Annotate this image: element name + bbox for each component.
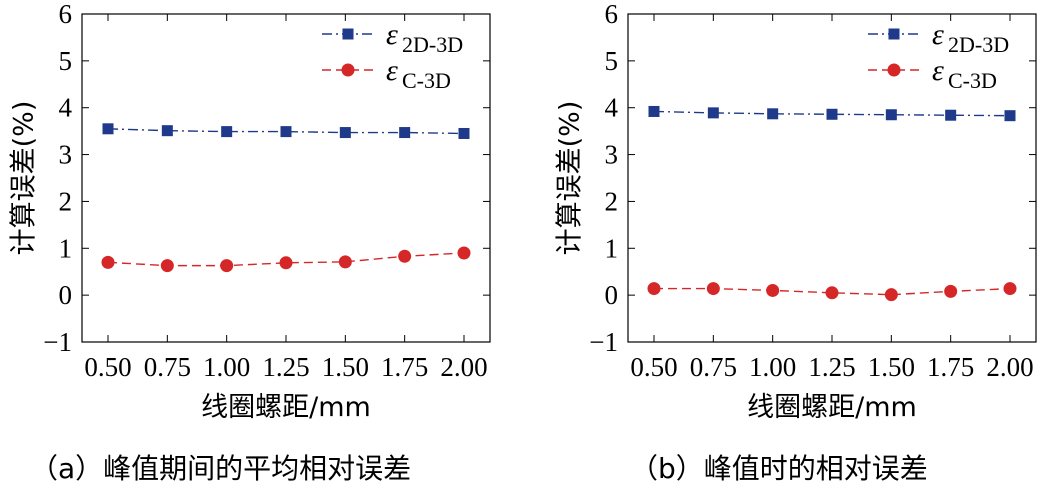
x-tick-label: 1.50 (868, 352, 915, 382)
y-tick-label: 3 (59, 140, 73, 170)
legend-marker (342, 28, 354, 40)
legend-marker (887, 63, 901, 77)
x-tick-label: 1.00 (203, 352, 250, 382)
x-tick-label: 0.75 (144, 352, 191, 382)
data-point (102, 123, 114, 135)
data-point (399, 127, 411, 139)
legend-entry: ε C-3D (322, 54, 451, 93)
legend-symbol: ε (386, 18, 398, 51)
x-axis-title: 线圈螺距/mm (201, 392, 371, 423)
data-point (160, 259, 174, 273)
data-point (338, 255, 352, 269)
data-point (884, 288, 898, 302)
x-tick-label: 0.75 (690, 352, 737, 382)
legend-entry: ε 2D-3D (322, 18, 463, 57)
legend-symbol: ε (386, 54, 398, 87)
x-tick-label: 1.75 (381, 352, 428, 382)
data-point (885, 109, 897, 121)
y-tick-label: −1 (43, 327, 72, 357)
x-tick-label: 2.00 (986, 352, 1033, 382)
data-point (220, 259, 234, 273)
y-tick-label: 3 (605, 140, 619, 170)
data-point (825, 286, 839, 300)
y-tick-label: 5 (605, 46, 619, 76)
data-point (707, 107, 719, 119)
x-tick-label: 2.00 (440, 352, 487, 382)
data-point (339, 127, 351, 139)
data-point (458, 127, 470, 139)
data-point (766, 283, 780, 297)
y-tick-label: 4 (605, 93, 619, 123)
series-2d-3d (102, 123, 470, 139)
x-tick-label: 1.25 (808, 352, 855, 382)
x-tick-label: 1.25 (262, 352, 309, 382)
data-point (1004, 110, 1016, 122)
y-axis-title: 计算误差(%) (9, 101, 40, 256)
data-point (826, 108, 838, 120)
data-point (945, 109, 957, 121)
x-axis-title: 线圈螺距/mm (747, 392, 917, 423)
data-point (647, 282, 661, 296)
y-tick-label: 2 (59, 186, 73, 216)
plot-frame (81, 13, 491, 343)
data-point (944, 284, 958, 298)
series-2d-3d (648, 105, 1016, 122)
x-tick-label: 0.50 (84, 352, 131, 382)
y-axis-title: 计算误差(%) (555, 101, 586, 256)
x-tick-label: 1.75 (927, 352, 974, 382)
legend-symbol: ε (932, 18, 944, 51)
legend-subscript: 2D-3D (402, 32, 463, 57)
legend-marker (888, 28, 900, 40)
legend-symbol: ε (932, 54, 944, 87)
data-point (1003, 282, 1017, 296)
legend-subscript: C-3D (402, 68, 451, 93)
data-point (398, 249, 412, 263)
x-tick-label: 1.00 (749, 352, 796, 382)
data-point (706, 282, 720, 296)
y-tick-label: 0 (605, 280, 619, 310)
data-point (221, 126, 233, 138)
chart-panel-b: 6 5 4 3 2 1 0 −1 0.50 0.75 1.00 1.25 1.50 1.75 2.00 线圈螺… (555, 0, 1037, 485)
data-point (457, 246, 471, 260)
legend-marker (341, 63, 355, 77)
y-tick-label: 6 (605, 0, 619, 29)
y-tick-label: 0 (59, 280, 73, 310)
y-tick-label: 2 (605, 186, 619, 216)
y-tick-label: 1 (59, 233, 73, 263)
legend-subscript: C-3D (948, 68, 997, 93)
y-tick-label: 6 (59, 0, 73, 29)
chart-panel-a: 6 5 4 3 2 1 0 −1 0.50 0.75 1.00 1.25 1.50 1.75 2.00 线圈螺… (9, 0, 491, 485)
data-point (279, 256, 293, 270)
legend-subscript: 2D-3D (948, 32, 1009, 57)
data-point (648, 105, 660, 117)
data-point (767, 108, 779, 120)
panel-caption: （a）峰值期间的平均相对误差 (30, 452, 411, 485)
legend-entry: ε C-3D (868, 54, 997, 93)
data-point (161, 125, 173, 137)
x-tick-label: 1.50 (322, 352, 369, 382)
y-tick-label: −1 (589, 327, 618, 357)
panel-caption: （b）峰值时的相对误差 (630, 452, 928, 485)
data-point (101, 255, 115, 269)
y-tick-label: 4 (59, 93, 73, 123)
series-c-3d (101, 246, 471, 273)
y-tick-label: 1 (605, 233, 619, 263)
data-point (280, 126, 292, 138)
legend-entry: ε 2D-3D (868, 18, 1009, 57)
y-tick-label: 5 (59, 46, 73, 76)
series-c-3d (647, 282, 1017, 302)
x-tick-label: 0.50 (630, 352, 677, 382)
